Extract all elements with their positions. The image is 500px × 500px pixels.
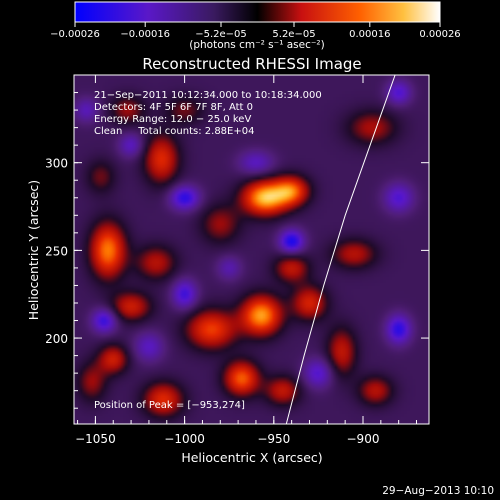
annotation-energy: Energy Range: 12.0 − 25.0 keV	[94, 114, 251, 125]
x-tick-label: −1000	[164, 432, 205, 446]
x-tick-label: −1050	[75, 432, 116, 446]
heatmap-image	[74, 75, 429, 424]
colorbar-tick-label: −0.00016	[120, 29, 170, 40]
y-axis: 200 250 300	[45, 74, 429, 409]
y-tick-label: 300	[45, 157, 68, 171]
colorbar-tick-label: −0.00026	[50, 29, 100, 40]
plot-frame	[73, 74, 430, 425]
x-tick-label: −900	[347, 432, 380, 446]
annotation-block: 21−Sep−2011 10:12:34.000 to 10:18:34.000…	[94, 90, 322, 137]
y-tick-label: 200	[45, 332, 68, 346]
colorbar-ticks: −0.00026 −0.00016 −5.2e−05 5.2e−05 0.00016 0.…	[50, 22, 461, 40]
y-axis-label: Heliocentric Y (arcsec)	[26, 180, 41, 320]
annotation-detectors: Detectors: 4F 5F 6F 7F 8F, Att 0	[94, 102, 253, 113]
colorbar-tick-label: 0.00016	[349, 29, 390, 40]
y-tick-label: 250	[45, 244, 68, 258]
x-tick-label: −950	[257, 432, 290, 446]
colorbar-tick-label: 5.2e−05	[272, 29, 315, 40]
annotation-time: 21−Sep−2011 10:12:34.000 to 10:18:34.000	[94, 90, 322, 101]
colorbar-units-label: (photons cm⁻² s⁻¹ asec⁻²)	[189, 39, 324, 51]
x-axis-label: Heliocentric X (arcsec)	[181, 450, 322, 465]
chart-title: Reconstructed RHESSI Image	[142, 55, 361, 73]
solar-limb-line	[285, 75, 396, 424]
footer-date: 29−Aug−2013 10:10	[382, 485, 494, 497]
colorbar-tick-label: −5.2e−05	[195, 29, 247, 40]
peak-position-label: Position of Peak = [−953,274]	[94, 400, 245, 411]
plot-area	[74, 75, 429, 424]
limb-layer	[285, 75, 396, 424]
colorbar	[74, 1, 441, 23]
annotation-counts: Clean Total counts: 2.88E+04	[94, 126, 254, 137]
x-axis: −1050 −1000 −950 −900	[75, 75, 418, 446]
colorbar-tick-label: 0.00026	[419, 29, 460, 40]
